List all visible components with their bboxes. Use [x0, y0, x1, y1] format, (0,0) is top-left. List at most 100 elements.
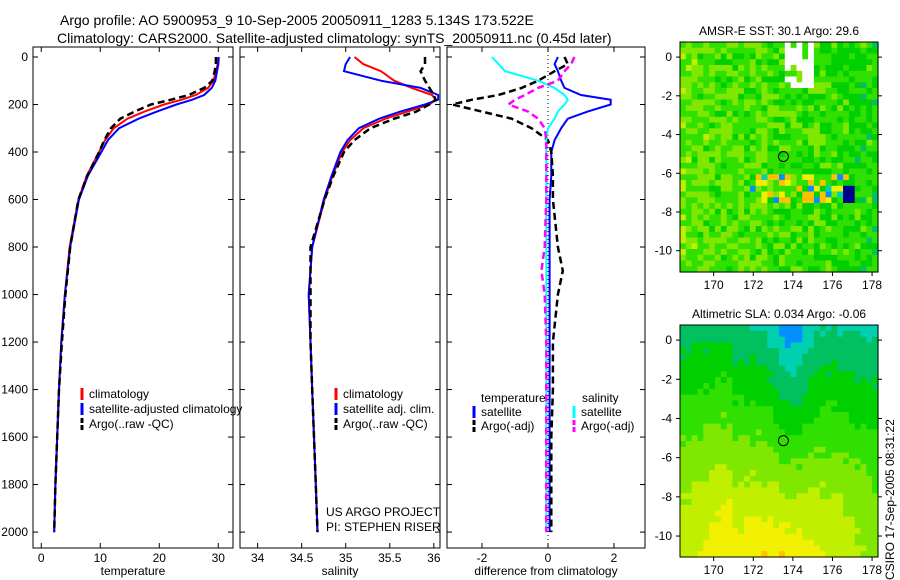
map-cell [697, 510, 704, 517]
map-cell [796, 76, 803, 83]
map-cell [866, 243, 873, 250]
map-cell [796, 214, 803, 221]
map-cell [808, 504, 815, 512]
map-cell [755, 65, 763, 72]
map-cell [831, 208, 838, 216]
map-cell [703, 400, 710, 407]
map-cell [784, 330, 792, 338]
map-cell [825, 168, 832, 175]
map-cell [709, 65, 716, 72]
map-cell [819, 371, 827, 378]
map-cell [796, 348, 803, 355]
map-cell [697, 249, 704, 256]
map-cell [773, 371, 780, 378]
map-cell [860, 93, 867, 101]
map-cell [866, 452, 873, 459]
map-cell [703, 70, 710, 78]
map-cell [714, 429, 722, 436]
map-cell [784, 499, 792, 506]
map-cell [709, 70, 716, 78]
map-cell [709, 533, 716, 541]
map-cell [744, 122, 751, 129]
map-cell [703, 191, 710, 198]
map-cell [738, 226, 745, 233]
legend-label: Argo(-adj) [481, 419, 534, 433]
map-cell [854, 122, 862, 129]
map-cell [802, 105, 809, 112]
map-cell [703, 139, 710, 147]
map-cell [872, 325, 879, 332]
map-cell [790, 504, 797, 512]
map-cell [691, 481, 698, 488]
map-cell [697, 122, 704, 129]
map-cell [714, 470, 722, 477]
map-cell [825, 151, 832, 158]
map-cell [813, 342, 821, 349]
map-cell [720, 116, 728, 124]
map-cell [691, 59, 698, 66]
map-cell [773, 342, 780, 349]
map-cell [691, 76, 698, 83]
map-cell [703, 237, 710, 244]
map-cell [755, 359, 763, 367]
map-cell [784, 545, 792, 552]
map-cell [755, 214, 763, 221]
map-cell [761, 365, 768, 372]
map-cell [866, 105, 873, 112]
profile-panel-0: 0 10 20 30temperature0200400600800100012001… [1, 46, 242, 578]
map-cell [831, 487, 838, 494]
map-cell [784, 122, 792, 129]
map-cell [755, 504, 763, 512]
map-cell [738, 359, 745, 367]
map-cell [866, 70, 873, 78]
map-cell [767, 348, 774, 355]
map-cell [773, 377, 780, 384]
map-cell [790, 197, 797, 204]
map-cell [854, 260, 862, 267]
map-cell [843, 128, 850, 135]
map-cell [773, 53, 780, 60]
credit-label: CSIRO 17-Sep-2005 08:31:22 [883, 419, 897, 580]
map-cell [709, 365, 716, 372]
map-cell [726, 197, 733, 204]
map-cell [825, 359, 832, 367]
map-cell [790, 237, 797, 244]
map-cell [808, 423, 815, 430]
map-cell [837, 377, 844, 384]
map-cell [790, 139, 797, 147]
map-cell [872, 400, 879, 407]
map-cell [691, 243, 698, 250]
map-cell [843, 185, 850, 193]
map-cell [843, 197, 850, 204]
map-cell [720, 435, 728, 442]
map-cell [860, 180, 867, 187]
map-cell [843, 499, 850, 506]
map-cell [773, 237, 780, 244]
map-cell [726, 365, 733, 372]
map-cell [732, 260, 739, 267]
map-cell [744, 475, 751, 483]
map-cell [744, 220, 751, 227]
map-cell [691, 516, 698, 523]
map-cell [738, 412, 745, 419]
map-cell [732, 111, 739, 118]
map-cell [709, 412, 716, 419]
map-cell [848, 429, 856, 436]
map-cell [831, 168, 838, 175]
map-cell [796, 254, 803, 262]
map-cell [779, 533, 786, 541]
map-cell [697, 551, 704, 558]
y-tick-label: 1800 [1, 478, 28, 492]
map-cell [784, 128, 792, 135]
map-cell [749, 493, 757, 500]
map-cell [802, 134, 809, 141]
map-cell [714, 237, 722, 244]
map-cell [767, 88, 774, 95]
map-cell [720, 377, 728, 384]
map-cell [872, 342, 879, 349]
map-cell [767, 243, 774, 250]
map-cell [709, 528, 716, 535]
map-cell [854, 185, 862, 193]
map-cell [680, 151, 687, 158]
map-cell [709, 116, 716, 124]
